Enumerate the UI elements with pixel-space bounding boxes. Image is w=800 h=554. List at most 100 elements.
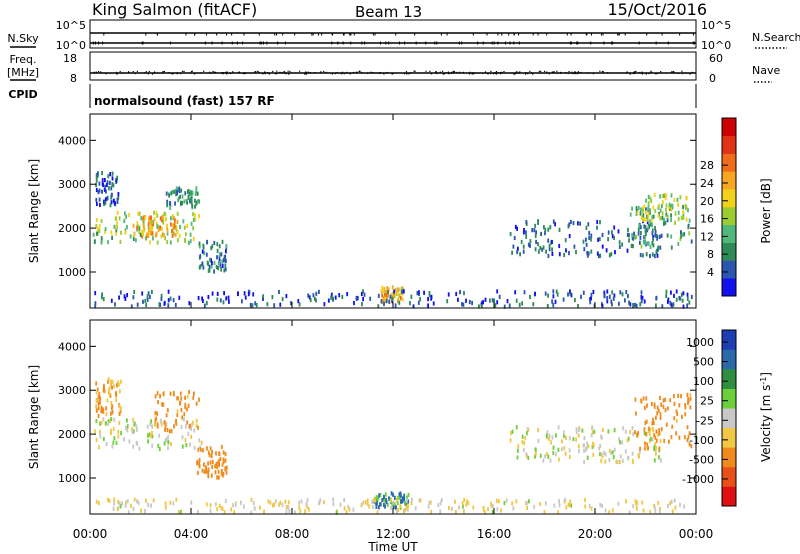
- nave-dot: [441, 70, 444, 72]
- heatmap-cell: [290, 301, 292, 306]
- nave-dot: [448, 73, 450, 75]
- heatmap-cell: [593, 429, 596, 434]
- heatmap-cell: [168, 429, 171, 434]
- heatmap-cell: [675, 289, 678, 294]
- heatmap-cell: [95, 178, 98, 183]
- heatmap-cell: [164, 505, 167, 510]
- time-tick-label: 08:00: [275, 527, 310, 541]
- heatmap-cell: [157, 400, 159, 405]
- heatmap-cell: [648, 426, 650, 431]
- heatmap-cell: [374, 498, 377, 503]
- heatmap-cell: [95, 381, 98, 386]
- heatmap-cell: [404, 507, 406, 513]
- heatmap-cell: [154, 411, 157, 416]
- heatmap-cell: [174, 218, 176, 223]
- heatmap-cell: [376, 497, 379, 502]
- heatmap-cell: [543, 225, 545, 230]
- heatmap-cell: [197, 199, 199, 204]
- heatmap-cell: [599, 253, 602, 258]
- heatmap-cell: [202, 298, 204, 303]
- heatmap-cell: [366, 498, 369, 503]
- nave-dot: [452, 72, 454, 74]
- time-tick-label: 00:00: [679, 527, 714, 541]
- heatmap-cell: [607, 237, 609, 242]
- heatmap-cell: [439, 509, 442, 514]
- heatmap-cell: [227, 295, 230, 300]
- heatmap-cell: [334, 295, 337, 300]
- heatmap-cell: [103, 187, 106, 192]
- heatmap-cell: [508, 303, 511, 308]
- heatmap-cell: [162, 402, 165, 407]
- heatmap-cell: [362, 500, 365, 505]
- heatmap-cell: [396, 290, 399, 295]
- heatmap-cell: [243, 291, 246, 296]
- heatmap-cell: [222, 450, 225, 455]
- heatmap-cell: [662, 404, 665, 409]
- nave-dot: [580, 71, 582, 74]
- nave-dot: [678, 72, 680, 74]
- heatmap-cell: [224, 452, 227, 457]
- heatmap-cell: [394, 495, 396, 500]
- nave-dot: [214, 71, 217, 73]
- heatmap-cell: [166, 223, 168, 228]
- heatmap-cell: [159, 394, 161, 399]
- nave-dot: [515, 72, 517, 74]
- nave-dot: [599, 70, 601, 72]
- freq-left-tick-bottom: 8: [70, 72, 77, 85]
- heatmap-cell: [185, 232, 187, 237]
- heatmap-cell: [416, 291, 419, 296]
- nave-dot: [379, 72, 381, 74]
- heatmap-cell: [117, 429, 120, 434]
- heatmap-cell: [151, 443, 154, 448]
- heatmap-cell: [396, 501, 399, 506]
- heatmap-cell: [392, 504, 395, 510]
- heatmap-cell: [493, 298, 496, 303]
- heatmap-cell: [471, 300, 473, 306]
- nave-dot: [577, 72, 579, 74]
- heatmap-cell: [586, 253, 589, 258]
- heatmap-cell: [462, 302, 465, 307]
- heatmap-cell: [688, 218, 691, 223]
- heatmap-cell: [640, 244, 643, 249]
- nave-dot: [648, 72, 650, 75]
- nave-dot: [325, 71, 327, 74]
- heatmap-cell: [525, 234, 528, 239]
- heatmap-cell: [347, 504, 350, 510]
- heatmap-cell: [547, 238, 550, 243]
- velocity-colorbar-tick-label: -100: [689, 434, 714, 447]
- heatmap-cell: [478, 304, 480, 309]
- heatmap-cell: [106, 398, 109, 403]
- heatmap-cell: [611, 290, 614, 295]
- nave-dot: [556, 72, 558, 74]
- velocity-colorbar-swatch: [722, 486, 736, 507]
- heatmap-cell: [548, 436, 550, 441]
- heatmap-cell: [531, 228, 534, 233]
- heatmap-cell: [160, 234, 163, 239]
- heatmap-cell: [439, 501, 442, 506]
- heatmap-cell: [558, 243, 561, 249]
- heatmap-cell: [506, 299, 509, 304]
- power-colorbar-swatch: [722, 171, 736, 190]
- heatmap-cell: [671, 203, 674, 208]
- heatmap-cell: [565, 435, 567, 440]
- heatmap-cell: [188, 191, 191, 196]
- heatmap-cell: [188, 301, 191, 306]
- heatmap-cell: [206, 446, 208, 451]
- heatmap-cell: [198, 397, 200, 402]
- heatmap-cell: [104, 197, 107, 202]
- heatmap-cell: [380, 289, 383, 294]
- heatmap-cell: [332, 502, 335, 507]
- nave-dot: [500, 73, 502, 75]
- heatmap-cell: [255, 303, 258, 308]
- heatmap-cell: [633, 231, 635, 236]
- power-colorbar-swatch: [722, 153, 736, 172]
- heatmap-cell: [98, 501, 100, 506]
- heatmap-cell: [133, 289, 136, 295]
- heatmap-cell: [546, 304, 549, 309]
- heatmap-cell: [190, 196, 193, 201]
- heatmap-cell: [100, 219, 103, 224]
- heatmap-cell: [211, 291, 214, 296]
- heatmap-cell: [123, 437, 125, 442]
- heatmap-cell: [646, 403, 648, 408]
- freq-label: Freq.: [9, 53, 36, 66]
